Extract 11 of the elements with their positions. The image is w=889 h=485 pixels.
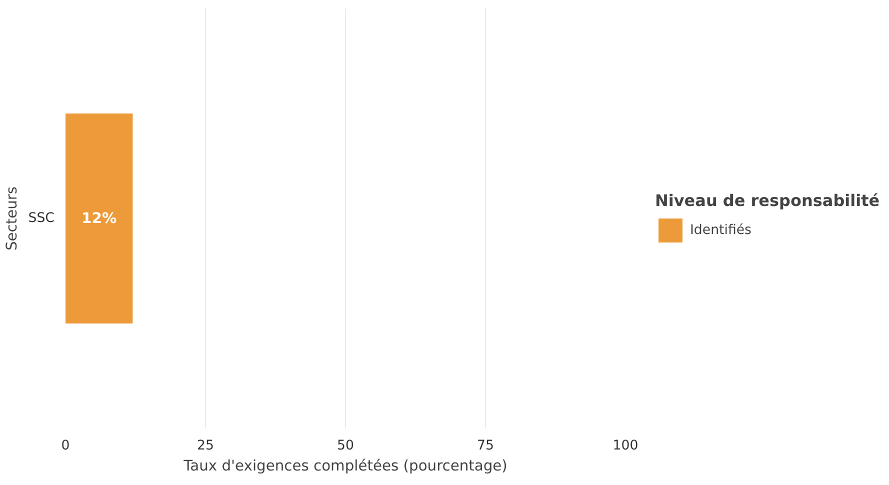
x-tick-label: 0 xyxy=(61,438,70,454)
text: 12% xyxy=(82,210,117,227)
x-tick-label: 50 xyxy=(337,438,354,454)
x-tick-label: 100 xyxy=(612,438,638,454)
x-tick-label: 25 xyxy=(197,438,214,454)
x-tick-label: 75 xyxy=(477,438,494,454)
legend-title: Niveau de responsabilité xyxy=(655,191,880,210)
y-axis-title: Secteurs xyxy=(3,186,20,251)
legend-label: Identifiés xyxy=(690,222,752,238)
x-axis-title: Taux d'exigences complétées (pourcentage) xyxy=(182,458,508,474)
y-tick-label: SSC xyxy=(28,211,55,226)
